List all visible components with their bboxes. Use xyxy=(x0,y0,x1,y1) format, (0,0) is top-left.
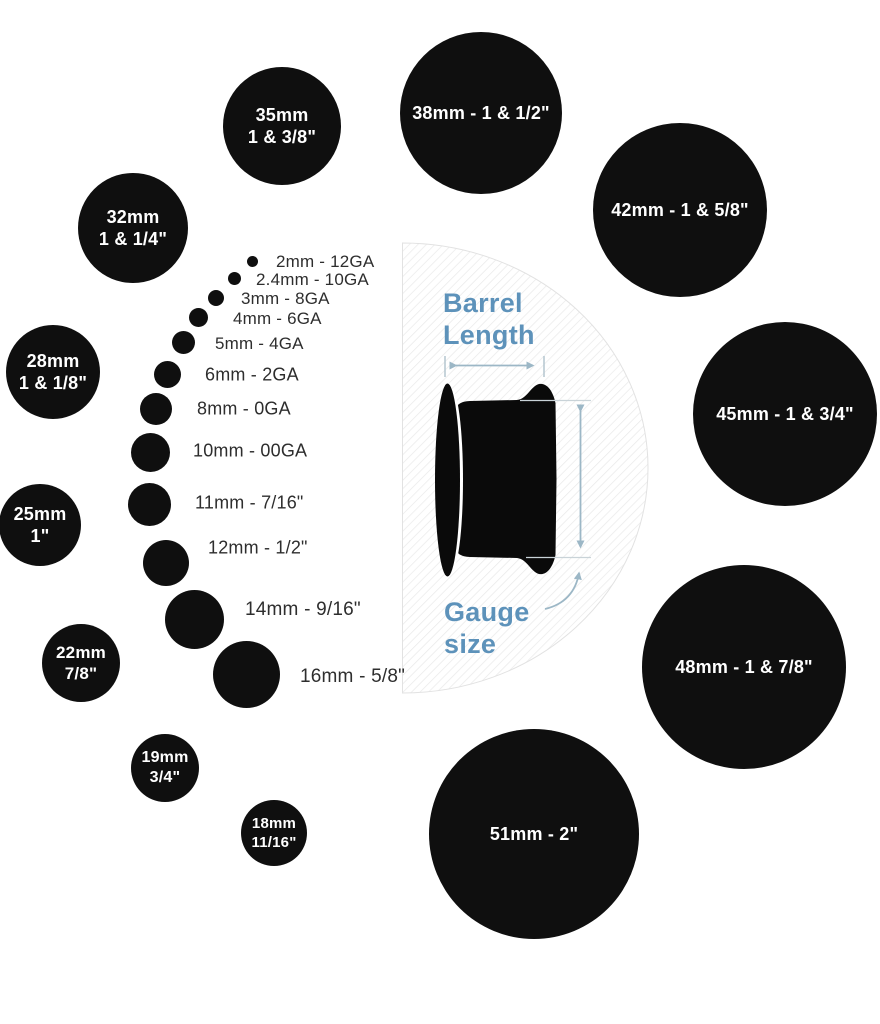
size-inch: 3/4" xyxy=(149,769,181,786)
size-circle-32mm: 32mm 1 & 1/4" xyxy=(78,173,188,283)
size-inch: 1 & 3/8" xyxy=(247,127,317,147)
size-mm: 19mm xyxy=(141,749,189,766)
gauge-dot-label-11mm: 11mm - 7/16" xyxy=(195,492,304,513)
gauge-dot-label-4mm: 4mm - 6GA xyxy=(233,309,322,328)
size-inch: 11/16" xyxy=(251,834,297,851)
gauge-size-label-line2: size xyxy=(444,629,497,659)
gauge-dot-label-2mm: 2mm - 12GA xyxy=(276,252,375,271)
barrel-length-label: Barrel Length xyxy=(443,287,535,351)
size-circle-22mm: 22mm 7/8" xyxy=(42,624,120,702)
gauge-dot-label-10mm: 10mm - 00GA xyxy=(193,440,308,461)
gauge-dot-label-5mm: 5mm - 4GA xyxy=(215,334,304,353)
gauge-dot-label-14mm: 14mm - 9/16" xyxy=(245,599,361,620)
gauge-dot-label-12mm: 12mm - 1/2" xyxy=(208,537,308,558)
gauge-dot-label-3mm: 3mm - 8GA xyxy=(241,289,330,308)
gauge-dot-12mm xyxy=(143,540,189,586)
plug-body xyxy=(455,383,557,575)
gauge-dot-10mm xyxy=(131,433,170,472)
size-label: 48mm - 1 & 7/8" xyxy=(675,657,813,677)
gauge-dot-label-2-4mm: 2.4mm - 10GA xyxy=(256,270,369,289)
size-label: 42mm - 1 & 5/8" xyxy=(611,200,749,220)
size-circle-28mm: 28mm 1 & 1/8" xyxy=(6,325,100,419)
gauge-dot-6mm xyxy=(154,361,181,388)
gauge-size-label: Gauge size xyxy=(444,596,530,660)
gauge-dot-5mm xyxy=(172,331,195,354)
size-circle-18mm: 18mm 11/16" xyxy=(241,800,307,866)
gauge-dot-label-8mm: 8mm - 0GA xyxy=(197,398,291,419)
size-mm: 25mm xyxy=(13,504,67,524)
size-mm: 18mm xyxy=(251,815,297,832)
size-inch: 1" xyxy=(30,526,50,546)
size-circle-42mm: 42mm - 1 & 5/8" xyxy=(593,123,767,297)
size-label: 51mm - 2" xyxy=(489,824,579,844)
size-inch: 1 & 1/8" xyxy=(18,373,88,393)
size-label: 45mm - 1 & 3/4" xyxy=(716,404,854,424)
size-inch: 7/8" xyxy=(64,664,98,683)
size-circle-35mm: 35mm 1 & 3/8" xyxy=(223,67,341,185)
barrel-length-label-line1: Barrel xyxy=(443,288,523,318)
size-circle-25mm: 25mm 1" xyxy=(0,484,81,566)
gauge-size-label-line1: Gauge xyxy=(444,597,530,627)
barrel-length-label-line2: Length xyxy=(443,320,535,350)
gauge-dot-2-4mm xyxy=(228,272,241,285)
size-circle-38mm: 38mm - 1 & 1/2" xyxy=(400,32,562,194)
size-circle-45mm: 45mm - 1 & 3/4" xyxy=(693,322,877,506)
gauge-dot-8mm xyxy=(140,393,172,425)
plug-front-flare xyxy=(435,383,460,577)
gauge-dot-16mm xyxy=(213,641,280,708)
curved-pointer-arrow xyxy=(544,571,582,610)
gauge-dot-14mm xyxy=(165,590,224,649)
plug-diagram xyxy=(402,242,649,694)
size-circle-19mm: 19mm 3/4" xyxy=(131,734,199,802)
size-inch: 1 & 1/4" xyxy=(98,229,168,249)
size-mm: 35mm xyxy=(255,105,309,125)
gauge-dot-label-16mm: 16mm - 5/8" xyxy=(300,666,406,687)
gauge-dot-2mm xyxy=(247,256,258,267)
size-mm: 28mm xyxy=(26,351,80,371)
size-circle-51mm: 51mm - 2" xyxy=(429,729,639,939)
size-label: 38mm - 1 & 1/2" xyxy=(412,103,550,123)
gauge-dot-3mm xyxy=(208,290,224,306)
gauge-dot-label-6mm: 6mm - 2GA xyxy=(205,364,299,385)
gauge-dot-4mm xyxy=(189,308,208,327)
size-mm: 22mm xyxy=(56,643,106,662)
size-circle-48mm: 48mm - 1 & 7/8" xyxy=(642,565,846,769)
size-mm: 32mm xyxy=(106,207,160,227)
gauge-dot-11mm xyxy=(128,483,171,526)
